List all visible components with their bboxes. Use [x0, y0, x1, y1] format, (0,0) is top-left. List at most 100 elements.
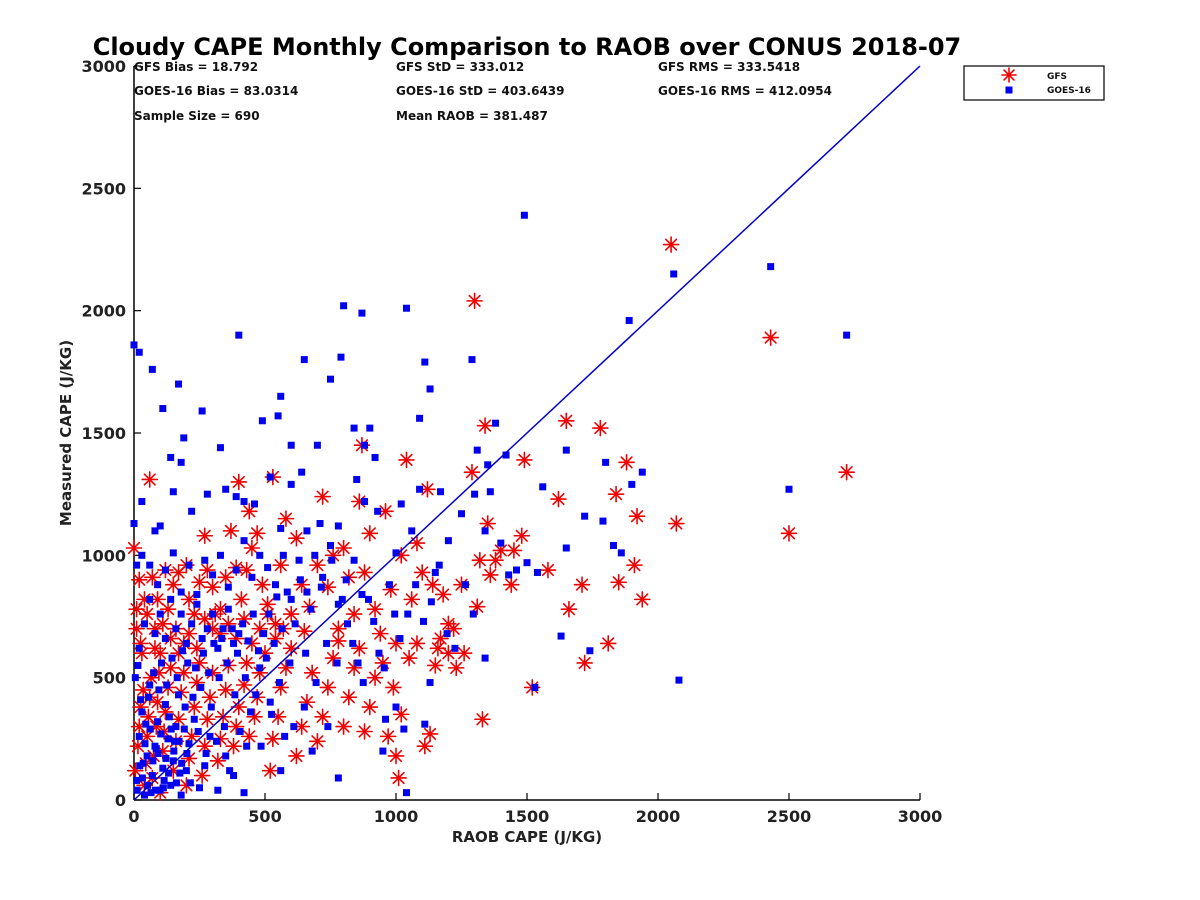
goes-point	[159, 784, 167, 792]
stats-block: GFS Bias = 18.792 GFS StD = 333.012 GFS …	[134, 60, 832, 123]
gfs-point	[356, 723, 373, 740]
goes-point	[283, 588, 291, 596]
goes-point	[150, 669, 158, 677]
goes-point	[264, 564, 272, 572]
goes-point	[391, 610, 399, 618]
goes-point	[300, 356, 308, 364]
goes-point	[206, 732, 214, 740]
gfs-point	[180, 625, 198, 642]
goes-point	[172, 723, 180, 731]
chart-title: Cloudy CAPE Monthly Comparison to RAOB o…	[93, 33, 962, 61]
gfs-point	[416, 737, 434, 755]
goes-point	[198, 635, 206, 643]
gfs-point	[288, 747, 305, 765]
plot-area	[125, 65, 921, 801]
goes-point	[156, 610, 164, 618]
x-tick-label: 3000	[898, 807, 943, 826]
gfs-point	[141, 471, 159, 488]
goes-point	[235, 331, 243, 339]
goes-point	[328, 556, 336, 564]
gfs-point	[626, 556, 643, 574]
goes-point	[303, 588, 311, 596]
gfs-point	[240, 728, 258, 745]
goes-point	[203, 490, 211, 498]
goes-point	[230, 772, 238, 780]
goes-point	[338, 595, 346, 603]
goes-point	[135, 644, 143, 652]
gfs-point	[361, 525, 379, 542]
goes-point	[317, 583, 325, 591]
stat-goes-bias: GOES-16 Bias = 83.0314	[134, 84, 298, 98]
goes-point	[375, 649, 383, 657]
gfs-point	[243, 539, 261, 557]
goes-point	[222, 752, 230, 760]
goes-point	[421, 358, 429, 366]
goes-point	[151, 527, 159, 535]
gfs-point	[476, 417, 494, 434]
gfs-point	[379, 728, 397, 745]
goes-point	[275, 679, 283, 687]
goes-point	[350, 556, 358, 564]
goes-point	[154, 581, 162, 589]
goes-point	[184, 659, 192, 667]
gfs-point	[309, 732, 326, 750]
goes-point	[205, 669, 213, 677]
gfs-point	[251, 664, 269, 682]
goes-point	[167, 595, 175, 603]
gfs-point	[154, 615, 172, 633]
goes-point	[251, 500, 259, 508]
goes-point	[197, 683, 205, 691]
goes-point	[249, 610, 257, 618]
goes-point	[149, 757, 157, 765]
goes-point	[167, 453, 175, 461]
gfs-point	[128, 600, 145, 618]
goes-point	[218, 635, 226, 643]
goes-point	[287, 595, 295, 603]
one-to-one-line	[133, 65, 921, 801]
gfs-point	[576, 654, 593, 672]
legend-goes-label: GOES-16	[1047, 86, 1091, 96]
goes-point	[486, 488, 494, 496]
goes-point	[159, 764, 167, 772]
gfs-point	[272, 556, 290, 574]
goes-point	[392, 703, 400, 711]
gfs-point	[222, 522, 240, 540]
goes-point	[176, 769, 184, 777]
goes-point	[240, 498, 248, 506]
y-tick-label: 0	[115, 791, 126, 810]
goes-point	[471, 490, 479, 498]
goes-point	[366, 424, 374, 432]
goes-point	[256, 664, 264, 672]
goes-point	[210, 639, 218, 647]
goes-point	[277, 524, 285, 532]
gfs-point	[466, 292, 483, 310]
goes-point	[224, 605, 232, 613]
goes-point	[155, 686, 163, 694]
goes-point	[134, 661, 142, 669]
x-axis-label: RAOB CAPE (J/KG)	[452, 828, 602, 846]
goes-point	[484, 461, 492, 469]
goes-point	[172, 625, 180, 633]
goes-point	[324, 723, 332, 731]
goes-point	[286, 659, 294, 667]
goes-point	[334, 600, 342, 608]
goes-point	[192, 664, 200, 672]
goes-point	[175, 380, 183, 388]
goes-point	[148, 772, 156, 780]
goes-point	[201, 556, 209, 564]
stat-gfs-bias: GFS Bias = 18.792	[134, 60, 258, 74]
gfs-point	[209, 752, 227, 770]
goes-point	[354, 659, 362, 667]
gfs-point	[335, 539, 352, 557]
y-ticks: 0 500 1000 1500 2000 2500 3000	[81, 57, 141, 810]
gfs-point	[146, 640, 164, 657]
goes-point	[287, 441, 295, 449]
goes-point	[469, 610, 477, 618]
goes-point	[181, 703, 189, 711]
goes-point	[133, 786, 141, 794]
goes-point	[223, 659, 231, 667]
goes-point	[185, 740, 193, 748]
goes-point	[420, 617, 428, 625]
goes-point	[785, 485, 793, 493]
goes-point	[161, 566, 169, 574]
